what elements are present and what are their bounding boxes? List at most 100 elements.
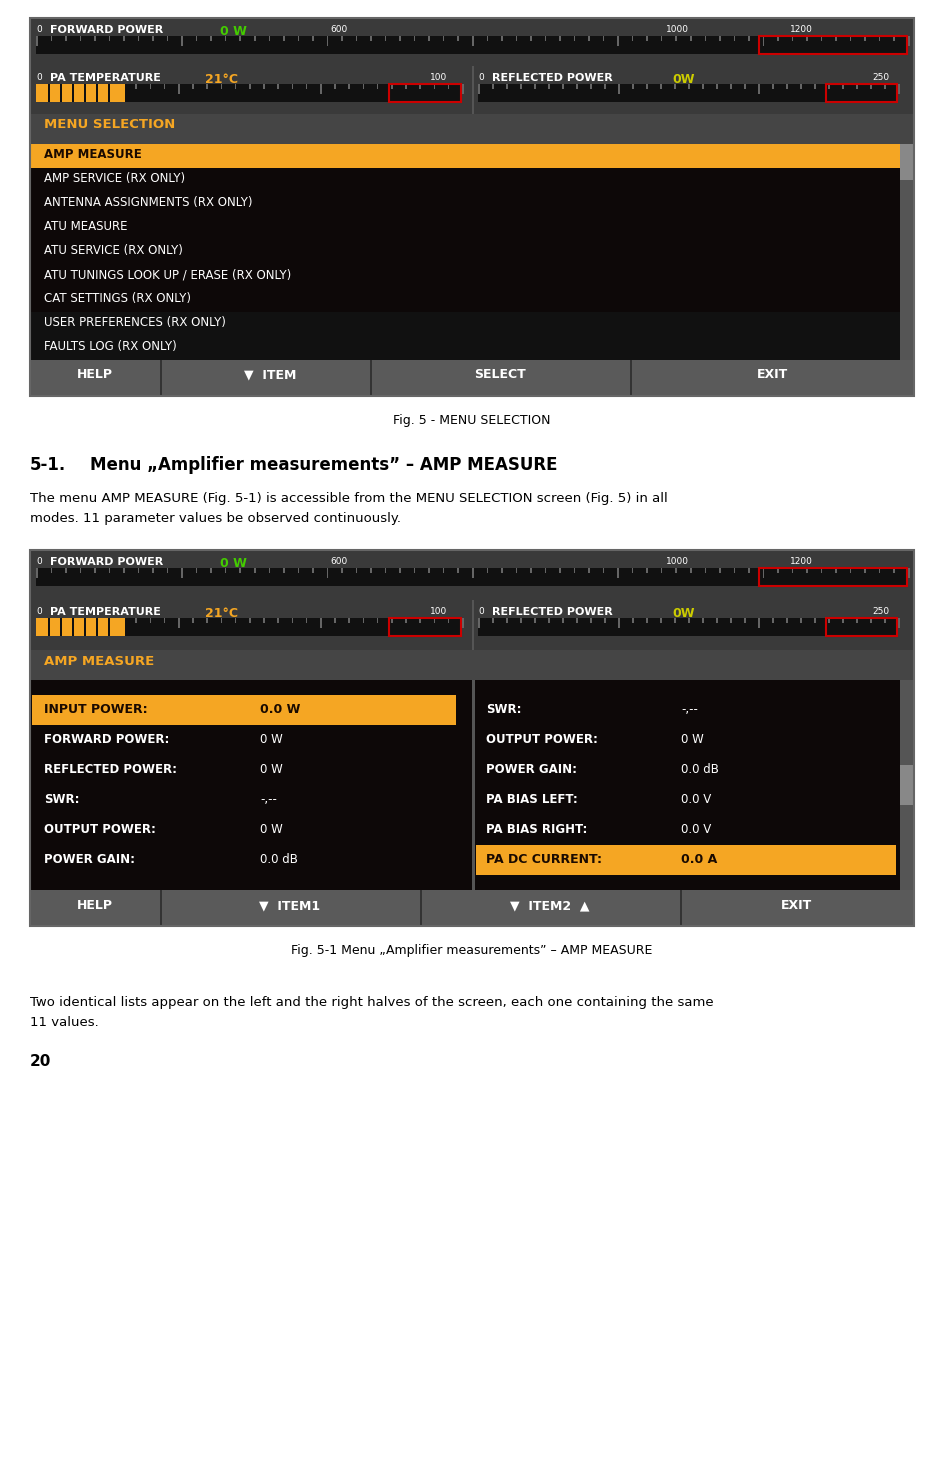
Bar	[908, 567, 909, 578]
Bar	[297, 35, 299, 41]
Bar	[462, 618, 464, 628]
Bar	[96, 618, 98, 635]
Bar	[235, 84, 236, 90]
Text: 0.0 dB: 0.0 dB	[260, 853, 298, 867]
Text: INPUT POWER:: INPUT POWER:	[44, 703, 147, 716]
Bar	[178, 618, 179, 628]
Bar	[814, 618, 816, 624]
Text: EXIT: EXIT	[782, 899, 813, 912]
Text: 0 W: 0 W	[260, 733, 283, 746]
Bar	[109, 567, 110, 573]
Bar	[786, 618, 787, 624]
Bar	[884, 84, 885, 90]
Bar	[661, 567, 663, 573]
Bar	[419, 618, 421, 624]
Bar	[181, 567, 183, 578]
Bar	[135, 84, 137, 90]
Text: The menu AMP MEASURE (Fig. 5-1) is accessible from the MENU SELECTION screen (Fi: The menu AMP MEASURE (Fig. 5-1) is acces…	[30, 492, 667, 506]
Text: 0 W: 0 W	[220, 25, 247, 38]
Bar	[207, 618, 208, 624]
Bar	[744, 618, 746, 624]
Bar	[506, 84, 508, 90]
Text: POWER GAIN:: POWER GAIN:	[44, 853, 135, 867]
Bar	[820, 35, 822, 41]
Bar	[559, 567, 561, 573]
Bar	[763, 35, 764, 46]
Bar	[36, 567, 38, 578]
Text: 250: 250	[872, 74, 889, 83]
Bar	[676, 35, 677, 41]
Bar	[749, 35, 750, 41]
Bar	[78, 84, 80, 90]
Bar	[65, 35, 67, 41]
Bar	[30, 336, 900, 360]
Text: PA TEMPERATURE: PA TEMPERATURE	[50, 74, 160, 83]
Bar	[348, 618, 350, 624]
Bar	[334, 84, 336, 90]
Bar	[30, 192, 900, 217]
Bar	[50, 84, 52, 90]
Text: 0: 0	[36, 25, 42, 34]
Bar	[884, 618, 885, 624]
Bar	[107, 618, 109, 624]
Text: FORWARD POWER: FORWARD POWER	[50, 557, 163, 567]
Bar	[590, 618, 592, 624]
Bar	[574, 567, 575, 573]
Bar	[30, 18, 914, 397]
Text: ATU SERVICE (RX ONLY): ATU SERVICE (RX ONLY)	[44, 245, 183, 256]
Bar	[688, 618, 689, 624]
Bar	[84, 84, 86, 102]
Text: FORWARD POWER: FORWARD POWER	[50, 25, 163, 35]
Bar	[501, 35, 502, 41]
Bar	[283, 35, 284, 41]
Bar	[850, 567, 851, 573]
Bar	[64, 618, 66, 624]
Bar	[96, 84, 98, 102]
Text: OUTPUT POWER:: OUTPUT POWER:	[486, 733, 598, 746]
Bar	[758, 618, 760, 628]
Bar	[124, 35, 125, 41]
Bar	[680, 890, 914, 926]
Text: MENU SELECTION: MENU SELECTION	[44, 118, 176, 131]
Bar	[800, 618, 801, 624]
Bar	[221, 618, 222, 624]
Bar	[51, 567, 52, 573]
Bar	[733, 35, 735, 41]
Text: 0: 0	[36, 557, 42, 566]
Bar	[60, 618, 62, 635]
Text: 0: 0	[36, 607, 42, 616]
Text: Two identical lists appear on the left and the right halves of the screen, each : Two identical lists appear on the left a…	[30, 996, 714, 1010]
Text: -,--: -,--	[260, 793, 277, 806]
Bar	[759, 567, 907, 587]
Bar	[240, 567, 241, 573]
Bar	[30, 18, 914, 397]
Bar	[207, 84, 208, 90]
Text: SWR:: SWR:	[44, 793, 79, 806]
Bar	[588, 35, 590, 41]
Bar	[320, 84, 322, 94]
Text: AMP MEASURE: AMP MEASURE	[44, 654, 154, 668]
Bar	[661, 35, 663, 41]
Bar	[312, 567, 313, 573]
Bar	[109, 35, 110, 41]
Bar	[676, 567, 677, 573]
Bar	[30, 287, 900, 312]
Bar	[893, 35, 895, 41]
Bar	[405, 618, 407, 624]
Bar	[370, 35, 372, 41]
Bar	[327, 567, 329, 578]
Bar	[30, 600, 914, 650]
Bar	[292, 84, 293, 90]
Bar	[458, 35, 459, 41]
Bar	[320, 618, 322, 628]
Bar	[399, 567, 401, 573]
Bar	[50, 618, 52, 624]
Bar	[30, 66, 914, 113]
Bar	[478, 84, 898, 102]
Text: ▼  ITEM2  ▲: ▼ ITEM2 ▲	[511, 899, 590, 912]
Bar	[806, 567, 808, 573]
Bar	[181, 35, 183, 46]
Bar	[30, 360, 160, 397]
Bar	[704, 567, 706, 573]
Bar	[630, 360, 914, 397]
